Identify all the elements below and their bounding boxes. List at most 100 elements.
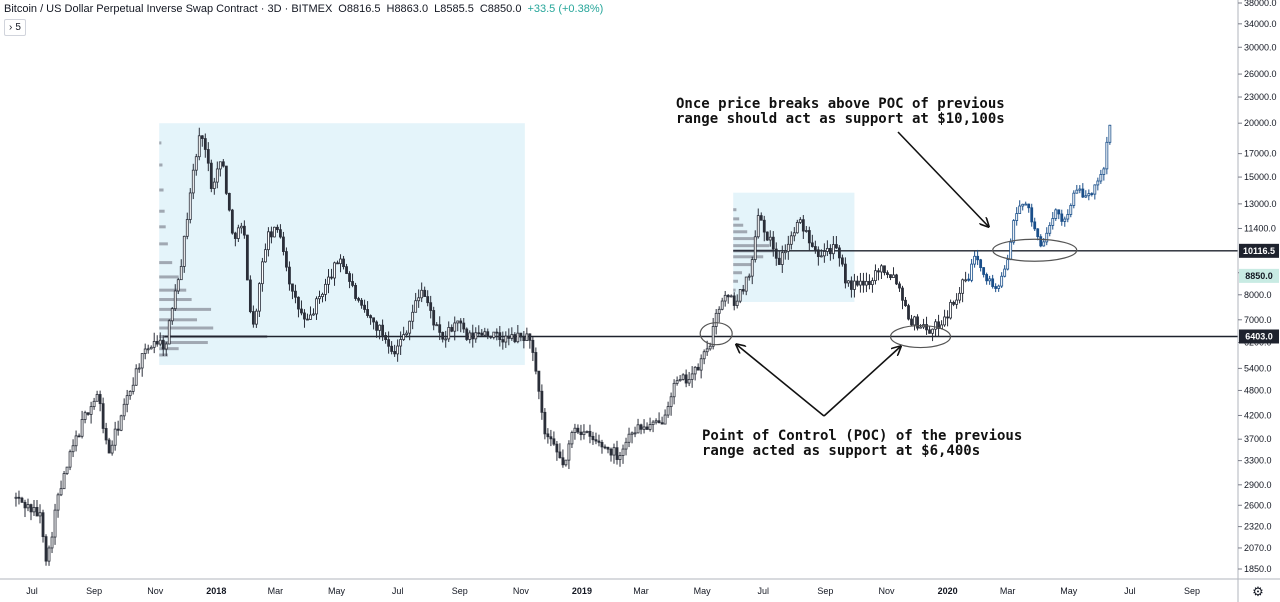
gear-icon[interactable]: ⚙ [1252,584,1264,599]
candle [128,390,132,397]
y-tick-label: 8000.0 [1244,290,1272,300]
candle [786,243,790,252]
y-tick-label: 4200.0 [1244,410,1272,420]
x-tick-label: Sep [86,586,102,596]
candle [856,280,859,286]
candle [465,328,469,340]
projection-candle [1054,209,1058,219]
volume-profile-bar [733,230,748,234]
candle [720,300,724,310]
volume-profile-bar [159,163,163,167]
candle [68,451,72,468]
candle [194,156,198,171]
candle [318,296,321,300]
candle [768,236,772,241]
candle [381,324,385,336]
y-tick-label: 34000.0 [1244,19,1277,29]
candle [273,226,276,238]
candle [853,280,856,290]
candle [321,293,324,297]
candle [946,316,949,319]
volume-profile-bar [159,318,198,322]
indicator-collapse-button[interactable]: › 5 [4,19,26,36]
candle [732,295,736,306]
candle [513,334,517,343]
candle [795,222,799,234]
projection-candle [1027,203,1031,209]
candle [660,422,664,425]
candle [501,339,505,343]
x-tick-label: Sep [817,586,833,596]
candle [176,279,180,292]
candle [606,446,610,450]
candle [420,289,424,299]
candle [426,296,430,304]
candle [816,249,820,258]
candle [789,235,793,245]
candle [612,447,616,456]
candle [738,289,742,302]
volume-profile-bar [733,255,764,259]
candle [657,420,661,424]
candle [348,273,351,282]
candle [62,473,66,490]
candle [573,427,577,433]
candle [705,348,709,353]
candle [65,466,69,474]
candle [393,351,397,355]
candle [504,335,508,343]
price-tag-label: 8850.0 [1245,271,1273,281]
volume-profile-bar [159,275,179,279]
highlight-circle [699,322,733,346]
projection-candle [1006,259,1010,270]
annotation-text: Point of Control (POC) of the previous [702,428,1022,444]
candle [964,279,968,282]
candle [342,258,345,268]
candle [952,301,955,305]
candle [708,345,712,350]
candle [131,384,135,392]
candle [92,400,96,408]
candle [537,370,541,392]
candle [351,281,354,286]
candle [245,234,249,281]
projection-candle [1084,195,1088,198]
open-value: O8816.5 [338,3,381,15]
candle [624,441,628,450]
candle [844,263,847,284]
volume-profile-bar [733,263,752,267]
y-tick-label: 17000.0 [1244,149,1277,159]
candle [116,428,120,431]
projection-candle [1099,174,1103,182]
candle [916,316,919,329]
candle [399,339,403,347]
price-tag [1239,243,1279,258]
x-tick-label: Nov [513,586,530,596]
candle [291,283,294,292]
candle [468,332,472,340]
candle [822,251,826,257]
candle [609,448,613,456]
projection-candle [982,267,986,275]
candle [164,343,168,350]
y-tick-label: 3300.0 [1244,456,1272,466]
candle [798,219,802,223]
candle [567,443,571,461]
candle [696,366,700,371]
candle [507,335,511,339]
projection-candle [1021,203,1025,207]
candle [862,280,865,286]
y-tick-label: 2900.0 [1244,480,1272,490]
candle [522,336,526,342]
candle [726,294,730,298]
candle [828,247,832,255]
candle [840,257,844,265]
candle [453,322,457,332]
volume-profile-bar [733,208,737,212]
candle [230,209,234,234]
candle [495,331,499,334]
candle [417,297,421,302]
price-tag [1239,329,1279,344]
candle [369,315,372,319]
